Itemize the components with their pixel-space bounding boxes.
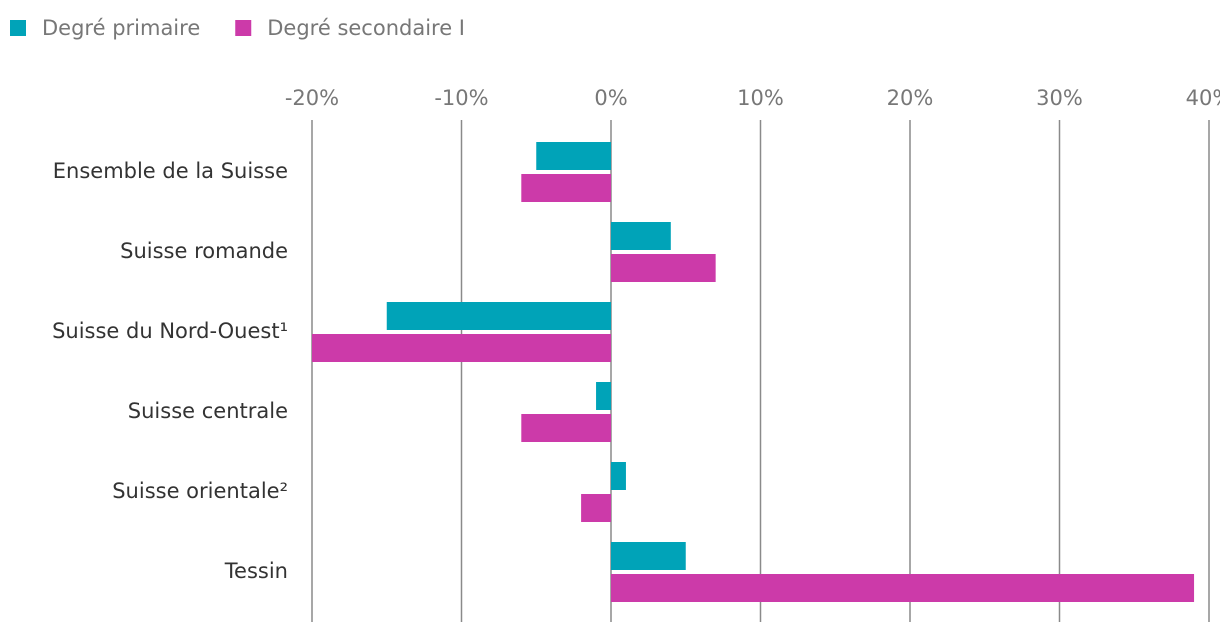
bar — [536, 142, 611, 170]
x-tick-label: 20% — [887, 86, 934, 110]
bar — [611, 222, 671, 250]
x-tick-label: 0% — [594, 86, 627, 110]
y-tick-label: Suisse romande — [120, 239, 288, 263]
legend-label: Degré secondaire I — [267, 16, 465, 40]
y-tick-label: Suisse du Nord-Ouest¹ — [52, 319, 288, 343]
bar — [386, 302, 611, 330]
legend-swatch — [235, 20, 252, 36]
bar — [611, 462, 626, 490]
bar — [581, 494, 611, 522]
bar — [521, 174, 611, 202]
bar — [521, 414, 611, 442]
legend-swatch — [10, 20, 26, 36]
x-tick-label: 30% — [1036, 86, 1083, 110]
x-tick-label: -10% — [434, 86, 488, 110]
bar — [312, 334, 611, 362]
y-tick-label: Suisse centrale — [128, 399, 288, 423]
x-tick-label: -20% — [285, 86, 339, 110]
bar — [611, 542, 686, 570]
y-tick-label: Ensemble de la Suisse — [53, 159, 288, 183]
x-tick-label: 10% — [737, 86, 784, 110]
bar — [596, 382, 611, 410]
y-tick-label: Tessin — [224, 559, 288, 583]
x-tick-label: 40% — [1186, 86, 1220, 110]
y-tick-label: Suisse orientale² — [112, 479, 288, 503]
bar — [611, 254, 716, 282]
legend-label: Degré primaire — [42, 16, 200, 40]
bar — [611, 574, 1195, 602]
